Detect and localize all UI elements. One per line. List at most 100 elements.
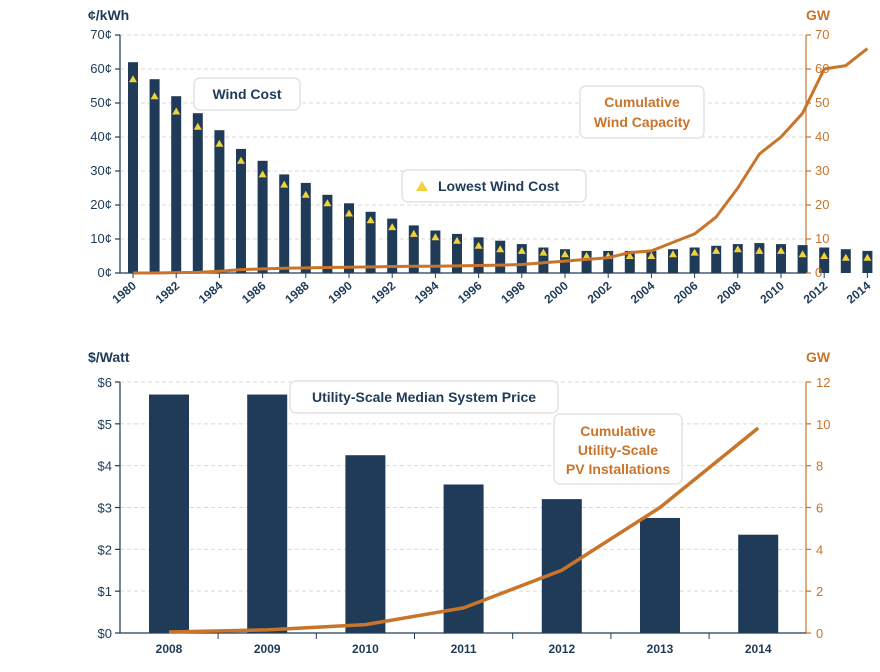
pv-callout-line1: Cumulative <box>580 423 656 439</box>
solar-right-tick-label: 10 <box>816 417 830 432</box>
wind-right-tick-label: 70 <box>815 27 829 42</box>
wind-cost-callout: Wind Cost <box>212 86 281 102</box>
wind-x-tick-label: 1982 <box>153 278 183 306</box>
wind-cost-bar <box>387 218 398 273</box>
solar-price-bar <box>738 534 779 633</box>
wind-cost-bar <box>300 182 311 273</box>
solar-chart: $0 $1 $2 $3 $4 $5 $6 0 2 4 6 8 10 12 2008 2009 2010 201… <box>88 349 831 656</box>
lowest-wind-cost-marker <box>409 229 418 237</box>
solar-left-unit: $/Watt <box>88 349 130 365</box>
wind-right-tick-label: 50 <box>815 95 829 110</box>
wind-cost-bar <box>797 245 808 273</box>
solar-price-bar <box>640 517 680 633</box>
lowest-wind-cost-marker <box>237 156 245 164</box>
wind-cost-bar <box>279 174 290 273</box>
wind-cost-bar <box>257 160 268 273</box>
wind-cost-bar <box>754 243 765 273</box>
solar-x-tick-label: 2009 <box>254 642 281 656</box>
wind-cost-bar <box>840 249 851 273</box>
lowest-wind-cost-callout: Lowest Wind Cost <box>438 178 560 194</box>
wind-cost-bar <box>732 244 743 273</box>
solar-left-tick-label: $5 <box>98 417 112 432</box>
wind-left-tick-label: 50¢ <box>90 95 112 110</box>
solar-x-tick-label: 2012 <box>548 642 575 656</box>
wind-cost-bar <box>452 233 462 273</box>
wind-cost-bar <box>322 194 333 273</box>
lowest-wind-cost-marker <box>280 180 289 188</box>
wind-cost-bar <box>192 113 203 273</box>
wind-cost-bar <box>646 250 657 273</box>
wind-cost-bar <box>236 148 246 273</box>
wind-chart: 0¢10¢20¢30¢40¢50¢60¢70¢ 010203040506070 … <box>88 7 874 306</box>
lowest-wind-cost-marker <box>561 250 569 258</box>
wind-cost-bar <box>344 203 354 273</box>
wind-capacity-callout-line2: Wind Capacity <box>594 114 691 130</box>
solar-x-tick-label: 2011 <box>451 642 477 656</box>
wind-x-tick-label: 2004 <box>628 278 658 306</box>
lowest-wind-cost-marker <box>517 246 526 254</box>
wind-left-tick-label: 40¢ <box>90 129 112 144</box>
wind-left-unit: ¢/kWh <box>88 7 129 23</box>
wind-cost-bar <box>581 250 592 273</box>
wind-x-tick-label: 1980 <box>109 278 139 306</box>
lowest-wind-cost-marker <box>258 170 267 178</box>
wind-cost-bar <box>668 249 678 273</box>
solar-left-tick-label: $3 <box>98 501 112 516</box>
wind-cost-bar <box>128 62 138 274</box>
lowest-wind-cost-marker <box>496 245 505 253</box>
lowest-wind-cost-marker <box>193 122 202 130</box>
wind-cost-bar <box>149 79 160 273</box>
lowest-wind-cost-marker <box>690 248 699 256</box>
wind-cost-bar <box>862 250 873 273</box>
lowest-wind-cost-marker <box>345 209 353 217</box>
wind-cost-bar <box>365 211 376 273</box>
wind-x-tick-label: 2010 <box>757 278 787 306</box>
wind-left-tick-label: 70¢ <box>90 27 112 42</box>
solar-x-tick-label: 2014 <box>745 642 772 656</box>
lowest-wind-cost-marker <box>431 233 440 241</box>
lowest-wind-cost-marker <box>669 250 677 258</box>
wind-x-tick-label: 2000 <box>541 278 571 306</box>
solar-right-tick-label: 4 <box>816 542 823 557</box>
lowest-wind-cost-marker <box>474 241 483 249</box>
wind-left-tick-label: 60¢ <box>90 61 112 76</box>
lowest-wind-cost-marker <box>733 245 742 253</box>
wind-x-tick-label: 1988 <box>282 278 312 306</box>
wind-x-tick-label: 2012 <box>801 278 831 306</box>
lowest-wind-cost-marker <box>539 248 548 256</box>
wind-right-unit: GW <box>806 7 831 23</box>
lowest-wind-cost-marker <box>647 252 656 259</box>
solar-price-callout-box <box>289 380 559 414</box>
lowest-wind-cost-marker <box>172 107 181 115</box>
lowest-wind-cost-marker <box>820 252 829 259</box>
lowest-wind-cost-marker <box>215 139 224 147</box>
wind-left-tick-label: 10¢ <box>90 231 112 246</box>
lowest-wind-cost-marker <box>388 223 397 231</box>
lowest-wind-cost-marker <box>582 252 591 259</box>
wind-capacity-callout-line1: Cumulative <box>604 94 680 110</box>
solar-price-callout: Utility-Scale Median System Price <box>312 389 536 405</box>
solar-right-tick-label: 8 <box>816 459 823 474</box>
wind-right-tick-label: 30 <box>815 163 829 178</box>
lowest-wind-cost-marker <box>301 190 310 198</box>
wind-right-tick-label: 0 <box>815 265 822 280</box>
lowest-wind-cost-marker <box>150 92 159 100</box>
pv-callout-line3: PV Installations <box>566 461 670 477</box>
solar-price-bar <box>345 455 386 633</box>
wind-cost-bar <box>473 237 484 273</box>
wind-left-tick-label: 20¢ <box>90 197 112 212</box>
wind-capacity-callout-box <box>579 85 705 139</box>
wind-right-tick-label: 40 <box>815 129 829 144</box>
solar-price-bar <box>247 394 288 633</box>
pv-callout-box <box>553 413 683 485</box>
lowest-wind-cost-marker <box>453 236 461 244</box>
solar-right-tick-label: 6 <box>816 501 823 516</box>
wind-x-tick-label: 1996 <box>455 278 485 306</box>
wind-x-tick-label: 1992 <box>369 278 399 306</box>
wind-left-tick-label: 0¢ <box>98 265 112 280</box>
wind-cost-bar <box>171 96 182 273</box>
wind-x-tick-label: 2002 <box>585 278 615 306</box>
wind-x-tick-label: 1998 <box>498 278 528 306</box>
solar-left-tick-label: $0 <box>98 626 112 641</box>
